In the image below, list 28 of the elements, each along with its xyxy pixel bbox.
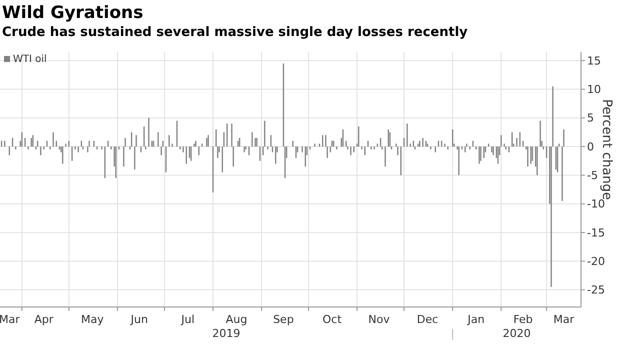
y-axis-title: Percent change [599, 99, 614, 200]
y-tick-label: -15 [587, 226, 605, 240]
x-tick-label: Aug [226, 313, 248, 326]
y-tick-label: -5 [587, 169, 598, 182]
chart-title: Wild Gyrations [2, 3, 144, 23]
y-tick-label: 15 [587, 54, 601, 68]
x-tick-label: Sep [273, 313, 294, 326]
y-tick-label: -25 [587, 284, 605, 297]
x-tick-label: Dec [416, 313, 438, 326]
x-tick-label: Apr [34, 313, 54, 326]
x-tick-label: Mar [553, 313, 575, 326]
x-tick-label: Jun [130, 313, 148, 326]
chart-subtitle: Crude has sustained several massive single day losses recently [2, 25, 468, 40]
text: 2020 [502, 327, 531, 340]
x-tick-label: Oct [322, 313, 342, 326]
x-tick-label: Feb [513, 313, 533, 326]
y-tick-label: 0 [587, 140, 594, 154]
x-tick-label: Jul [180, 313, 195, 326]
x-tick-label: Jan [466, 313, 485, 326]
x-tick-label: Mar [0, 313, 20, 326]
y-tick-label: 5 [587, 112, 594, 125]
x-tick-label: Nov [368, 313, 390, 326]
y-tick-label: -10 [587, 198, 605, 211]
y-tick-label: 10 [587, 83, 601, 96]
x-tick-label: May [81, 313, 104, 326]
legend-label: WTI oil [13, 54, 47, 65]
y-tick-label: -20 [587, 255, 605, 268]
text: 2019 [212, 327, 240, 340]
